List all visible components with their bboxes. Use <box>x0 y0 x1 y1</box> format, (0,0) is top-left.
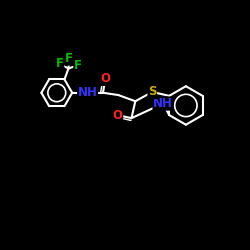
Text: O: O <box>100 72 110 86</box>
Text: F: F <box>65 52 73 65</box>
Text: F: F <box>74 59 82 72</box>
Text: O: O <box>112 108 122 122</box>
Text: S: S <box>148 86 156 98</box>
Text: NH: NH <box>153 97 173 110</box>
Text: NH: NH <box>78 86 98 99</box>
Text: F: F <box>56 57 64 70</box>
